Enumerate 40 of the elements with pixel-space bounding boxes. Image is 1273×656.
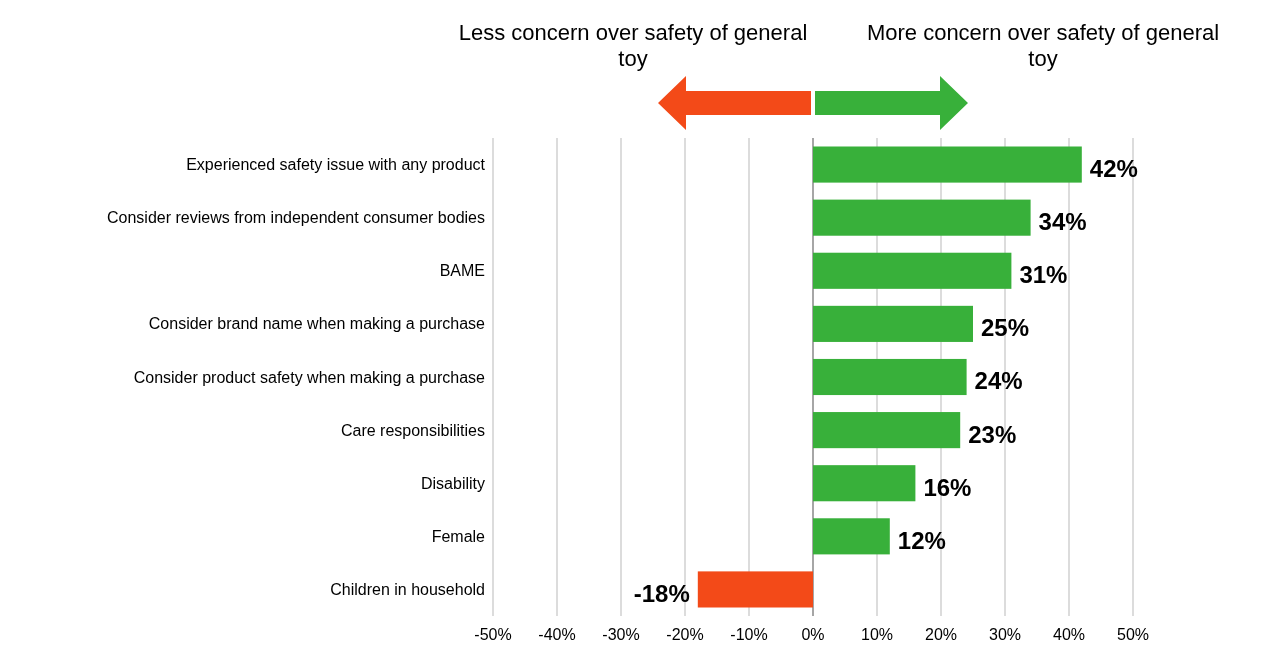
x-tick-label: -30%: [602, 626, 640, 643]
y-tick-label: Experienced safety issue with any product: [186, 156, 486, 174]
x-tick-label: 30%: [988, 626, 1022, 643]
x-tick-label: -10%: [730, 626, 768, 643]
data-label: 42%: [1089, 154, 1138, 182]
y-tick-label: Children in household: [330, 581, 485, 599]
data-label: 16%: [923, 473, 972, 501]
bar: [697, 571, 813, 608]
data-label: 24%: [974, 367, 1023, 395]
x-tick-label: -40%: [538, 626, 576, 643]
bar: [813, 252, 1012, 289]
bar: [813, 146, 1082, 183]
x-tick-label: 50%: [1116, 626, 1150, 643]
data-label: -18%: [633, 579, 690, 607]
x-tick-label: 10%: [860, 626, 894, 643]
y-tick-label: Consider reviews from independent consumer bodies: [107, 209, 485, 227]
bar: [813, 305, 973, 342]
data-label: 12%: [897, 526, 946, 554]
data-label: 31%: [1019, 261, 1068, 289]
x-tick-label: -20%: [666, 626, 704, 643]
data-label: 23%: [968, 420, 1017, 448]
y-tick-label: Consider product safety when making a purchase: [133, 368, 486, 386]
text: More concern over safety of general toy: [866, 20, 1220, 71]
x-tick-label: 40%: [1052, 626, 1086, 643]
y-tick-label: BAME: [439, 262, 485, 280]
bar: [813, 518, 890, 555]
y-tick-label: Care responsibilities: [340, 421, 485, 439]
data-label: 25%: [981, 314, 1030, 342]
y-tick-label: Female: [431, 527, 486, 545]
x-tick-label: 20%: [924, 626, 958, 643]
y-tick-label: Consider brand name when making a purchase: [148, 315, 486, 333]
y-tick-label: Disability: [420, 474, 485, 492]
bar: [813, 465, 916, 502]
x-tick-label: 0%: [801, 626, 825, 643]
bar: [813, 199, 1031, 236]
x-tick-label: -50%: [474, 626, 512, 643]
bar: [813, 412, 961, 449]
data-label: 34%: [1038, 208, 1087, 236]
text: Less concern over safety of general toy: [458, 20, 808, 71]
bar: [813, 358, 967, 396]
